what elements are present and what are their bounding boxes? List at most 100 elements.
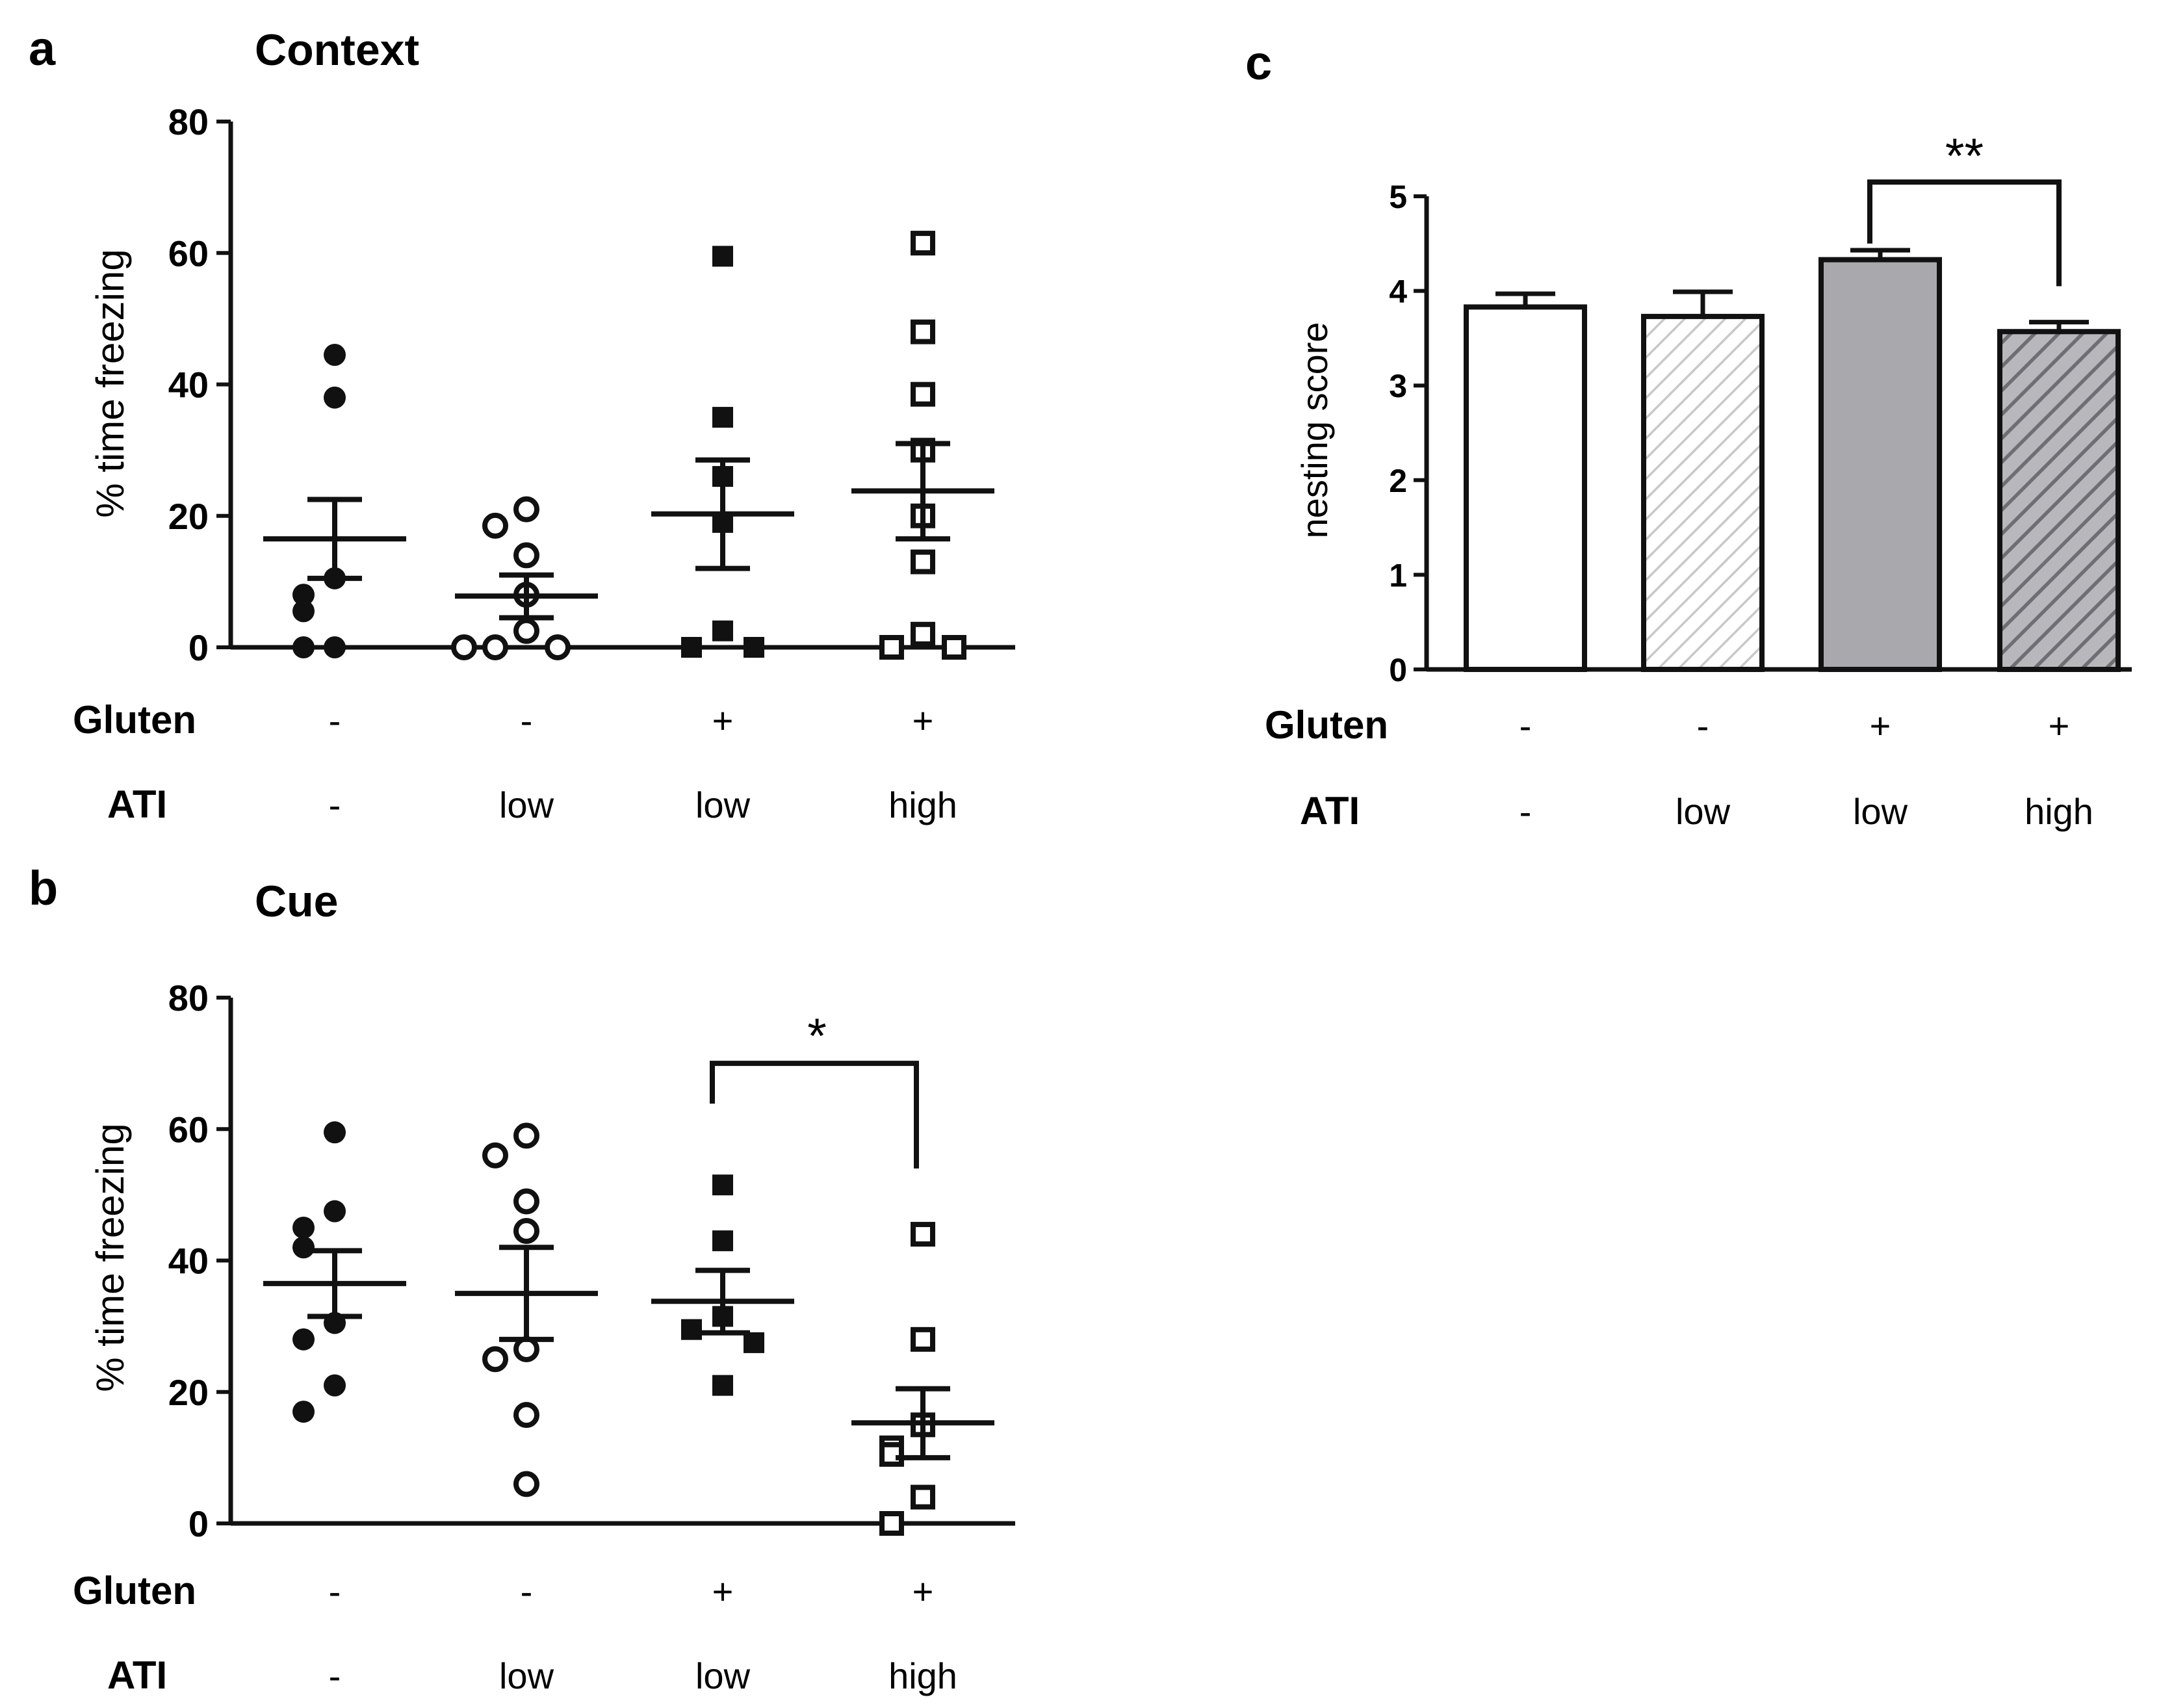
panel-b-data-point bbox=[712, 1375, 733, 1396]
panel-b-data-point bbox=[292, 1216, 315, 1239]
panel-b-ati-label: - bbox=[329, 1655, 341, 1696]
panel-b-ati-label: low bbox=[695, 1655, 751, 1696]
panel-b-data-point bbox=[324, 1200, 346, 1223]
panel-b-gluten-label: + bbox=[912, 1571, 934, 1612]
panel-c-ati-label: high bbox=[2025, 791, 2093, 832]
panel-a-letter: a bbox=[29, 21, 56, 75]
panel-b-ati-label: high bbox=[888, 1655, 957, 1696]
panel-c-y-tick-label: 5 bbox=[1389, 179, 1407, 215]
panel-c-y-axis-label: nesting score bbox=[1294, 322, 1335, 538]
panel-b-y-tick-label: 80 bbox=[168, 977, 209, 1018]
panel-c-y-tick-label: 1 bbox=[1389, 557, 1407, 593]
panel-a-data-point bbox=[292, 584, 315, 606]
panel-b-gluten-label: - bbox=[521, 1571, 533, 1612]
panel-b-data-point bbox=[712, 1174, 733, 1196]
panel-a-data-point bbox=[744, 637, 764, 658]
panel-c-significance-bracket bbox=[1867, 179, 2062, 287]
panel-b-data-point bbox=[879, 1511, 904, 1536]
panel-a-data-point bbox=[911, 549, 935, 575]
panel-a-ati-label: high bbox=[888, 784, 957, 825]
panel-b-significance-label: * bbox=[807, 1009, 827, 1064]
panel-b-y-tick-label: 60 bbox=[168, 1109, 209, 1150]
panel-b-data-point bbox=[482, 1346, 508, 1373]
panel-b-data-point bbox=[712, 1230, 733, 1252]
panel-b-data-point bbox=[744, 1332, 764, 1353]
panel-a-data-point bbox=[911, 319, 935, 344]
panel-b-data-point bbox=[513, 1471, 539, 1497]
panel-b-y-tick-label: 0 bbox=[188, 1503, 209, 1544]
panel-a-data-point bbox=[513, 542, 539, 569]
panel-a-data-point bbox=[451, 634, 477, 660]
panel-a-data-point bbox=[712, 407, 733, 428]
panel-b-data-point bbox=[324, 1121, 346, 1144]
panel-b-data-point bbox=[911, 1326, 935, 1352]
panel-b-data-point bbox=[879, 1442, 904, 1467]
panel-a-data-point bbox=[942, 635, 966, 660]
panel-c-ati-row-label: ATI bbox=[1300, 789, 1360, 833]
panel-b-data-point bbox=[482, 1142, 508, 1169]
panel-c-gluten-label: - bbox=[1697, 705, 1709, 746]
panel-c-bar bbox=[1818, 257, 1942, 672]
panel-a-y-tick-label: 40 bbox=[168, 365, 209, 406]
panel-b-gluten-label: - bbox=[329, 1571, 341, 1612]
panel-a-y-tick-label: 20 bbox=[168, 496, 209, 537]
panel-b-data-point bbox=[513, 1402, 539, 1429]
panel-b-data-point bbox=[513, 1188, 539, 1215]
panel-c-bar bbox=[1641, 313, 1765, 672]
panel-b-data-point bbox=[513, 1217, 539, 1244]
panel-a-ati-row-label: ATI bbox=[107, 783, 167, 826]
panel-b-y-tick-label: 40 bbox=[168, 1241, 209, 1282]
panel-a-data-point bbox=[911, 621, 935, 647]
panel-a-chart: % time freezing Gluten ATI 0 20 40 60 80 - - - l… bbox=[73, 101, 1015, 826]
panel-c-gluten-row-label: Gluten bbox=[1265, 703, 1388, 747]
panel-a-gluten-label: + bbox=[912, 700, 934, 741]
panel-a-data-point bbox=[712, 620, 733, 641]
panel-a-gluten-label: - bbox=[521, 700, 533, 741]
panel-b-title: Cue bbox=[255, 877, 338, 926]
panel-a-y-tick-label: 60 bbox=[168, 233, 209, 274]
panel-b-data-point bbox=[681, 1319, 702, 1340]
panel-a-data-point bbox=[712, 246, 733, 267]
panel-c-y-tick-label: 0 bbox=[1389, 652, 1407, 688]
panel-a-ati-label: low bbox=[499, 784, 554, 825]
panel-b-letter: b bbox=[29, 861, 58, 915]
panel-c-letter: c bbox=[1245, 36, 1272, 90]
panel-a-data-point bbox=[911, 382, 935, 407]
panel-b-significance-bracket bbox=[710, 1061, 919, 1169]
panel-b-y-tick-label: 20 bbox=[168, 1372, 209, 1413]
panel-c-ati-label: low bbox=[1853, 791, 1908, 832]
panel-a-ati-label: low bbox=[695, 784, 751, 825]
panel-a-data-point bbox=[911, 231, 935, 256]
panel-b-data-point bbox=[513, 1122, 539, 1149]
panel-c-gluten-label: + bbox=[1870, 705, 1891, 746]
panel-a-ati-label: - bbox=[329, 784, 341, 825]
panel-a-y-tick-label: 80 bbox=[168, 101, 209, 142]
panel-c-gluten-label: + bbox=[2049, 705, 2070, 746]
panel-a-y-tick-label: 0 bbox=[188, 627, 209, 668]
panel-a-gluten-label: - bbox=[329, 700, 341, 741]
panel-a-data-point bbox=[482, 634, 508, 660]
panel-b-gluten-row-label: Gluten bbox=[73, 1569, 196, 1612]
panel-a-gluten-label: + bbox=[712, 700, 734, 741]
panel-b-data-point bbox=[911, 1222, 935, 1247]
panel-b-y-axis-label: % time freezing bbox=[88, 1123, 132, 1392]
panel-a-data-point bbox=[324, 636, 346, 658]
panel-b-ati-label: low bbox=[499, 1655, 554, 1696]
panel-a-data-point bbox=[681, 637, 702, 658]
panel-b-data-point bbox=[292, 1236, 315, 1259]
panel-c-y-tick-label: 2 bbox=[1389, 463, 1407, 499]
panel-a-title: Context bbox=[255, 25, 419, 75]
panel-c-bar bbox=[1997, 329, 2121, 672]
panel-a-data-point bbox=[324, 343, 346, 366]
panel-c-bar bbox=[1464, 304, 1587, 672]
panel-a-data-point bbox=[545, 634, 571, 660]
panel-b-data-point bbox=[911, 1484, 935, 1510]
panel-b-chart: % time freezing Gluten ATI 0 20 40 60 80 - - - l… bbox=[73, 977, 1015, 1697]
panel-a-data-point bbox=[879, 635, 904, 660]
panel-c-gluten-label: - bbox=[1520, 705, 1532, 746]
panel-b-data-point bbox=[292, 1401, 315, 1423]
panel-c-y-tick-label: 3 bbox=[1389, 368, 1407, 404]
panel-c-significance-label: ** bbox=[1945, 129, 1984, 184]
panel-a-data-point bbox=[482, 512, 508, 539]
